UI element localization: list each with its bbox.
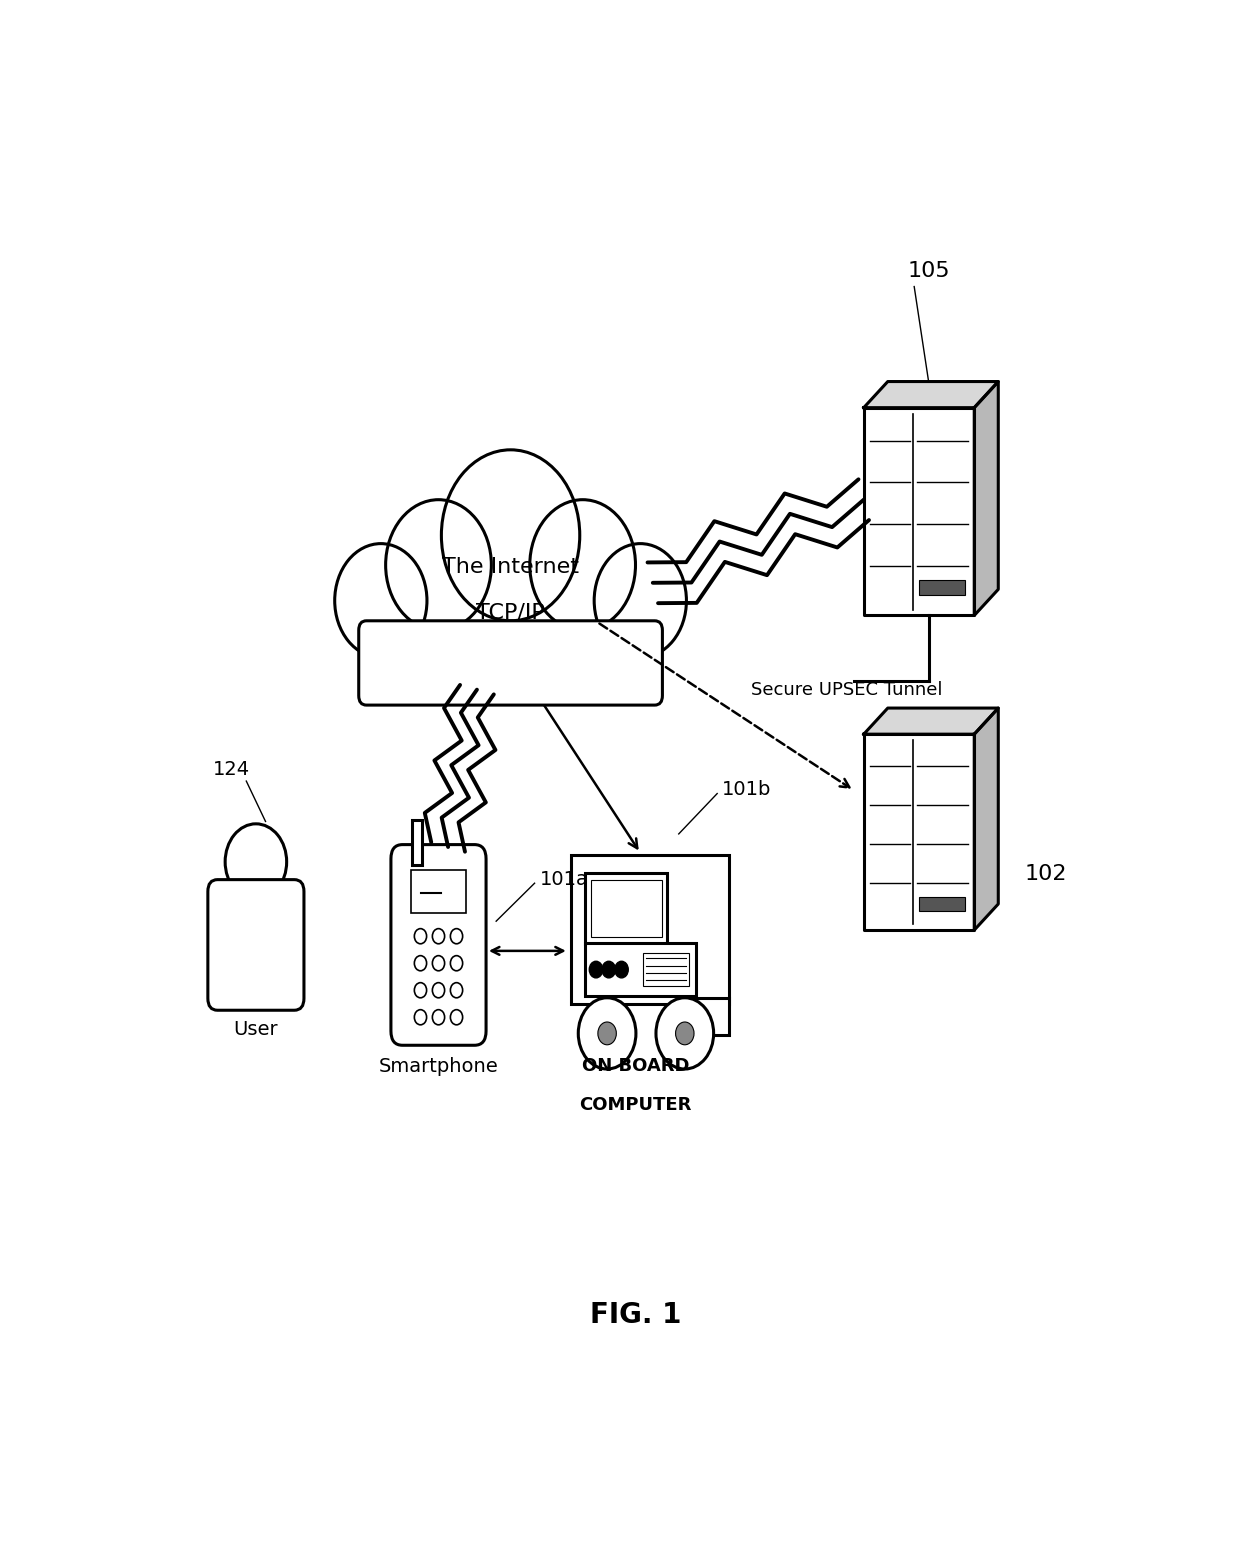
Circle shape	[414, 982, 427, 998]
Circle shape	[578, 998, 636, 1069]
FancyBboxPatch shape	[642, 953, 689, 987]
Circle shape	[450, 1010, 463, 1025]
FancyBboxPatch shape	[585, 942, 696, 996]
Circle shape	[525, 571, 621, 689]
Circle shape	[414, 928, 427, 944]
FancyBboxPatch shape	[412, 820, 422, 865]
FancyBboxPatch shape	[585, 873, 667, 944]
Text: 101a: 101a	[539, 870, 588, 890]
Polygon shape	[975, 708, 998, 930]
Circle shape	[433, 1010, 445, 1025]
Circle shape	[529, 500, 635, 631]
Circle shape	[386, 500, 491, 631]
Circle shape	[433, 928, 445, 944]
FancyBboxPatch shape	[590, 880, 662, 938]
Polygon shape	[864, 734, 975, 930]
Circle shape	[433, 982, 445, 998]
FancyBboxPatch shape	[358, 621, 662, 705]
Text: Secure UPSEC Tunnel: Secure UPSEC Tunnel	[751, 680, 942, 699]
Text: The Internet: The Internet	[443, 557, 579, 577]
Polygon shape	[975, 381, 998, 615]
FancyBboxPatch shape	[570, 856, 729, 1004]
Polygon shape	[864, 407, 975, 615]
Circle shape	[589, 961, 603, 978]
Text: 124: 124	[213, 760, 250, 779]
Text: 102: 102	[1024, 864, 1068, 884]
Circle shape	[676, 1022, 694, 1045]
Circle shape	[414, 1010, 427, 1025]
Text: FIG. 1: FIG. 1	[590, 1301, 681, 1329]
Circle shape	[598, 1022, 616, 1045]
Circle shape	[226, 823, 286, 901]
FancyBboxPatch shape	[208, 879, 304, 1010]
Text: ON BOARD: ON BOARD	[582, 1058, 689, 1075]
Text: 105: 105	[908, 261, 950, 281]
Circle shape	[335, 544, 427, 657]
FancyArrowPatch shape	[599, 623, 849, 788]
Circle shape	[401, 571, 496, 689]
FancyBboxPatch shape	[919, 897, 965, 910]
Circle shape	[594, 544, 687, 657]
FancyBboxPatch shape	[368, 648, 652, 686]
Circle shape	[450, 928, 463, 944]
Text: User: User	[233, 1019, 278, 1039]
Circle shape	[463, 575, 558, 694]
Polygon shape	[864, 708, 998, 734]
Circle shape	[615, 961, 629, 978]
Polygon shape	[864, 381, 998, 407]
Circle shape	[656, 998, 714, 1069]
Circle shape	[450, 982, 463, 998]
FancyBboxPatch shape	[682, 998, 729, 1035]
Text: Smartphone: Smartphone	[378, 1058, 498, 1076]
Text: TCP/IP: TCP/IP	[476, 603, 544, 623]
FancyBboxPatch shape	[412, 870, 466, 913]
Circle shape	[414, 956, 427, 971]
Text: COMPUTER: COMPUTER	[579, 1096, 692, 1115]
Circle shape	[450, 956, 463, 971]
Text: 101b: 101b	[722, 780, 771, 799]
FancyBboxPatch shape	[919, 580, 965, 595]
Circle shape	[441, 450, 580, 621]
FancyBboxPatch shape	[391, 845, 486, 1045]
Circle shape	[603, 961, 615, 978]
Circle shape	[433, 956, 445, 971]
